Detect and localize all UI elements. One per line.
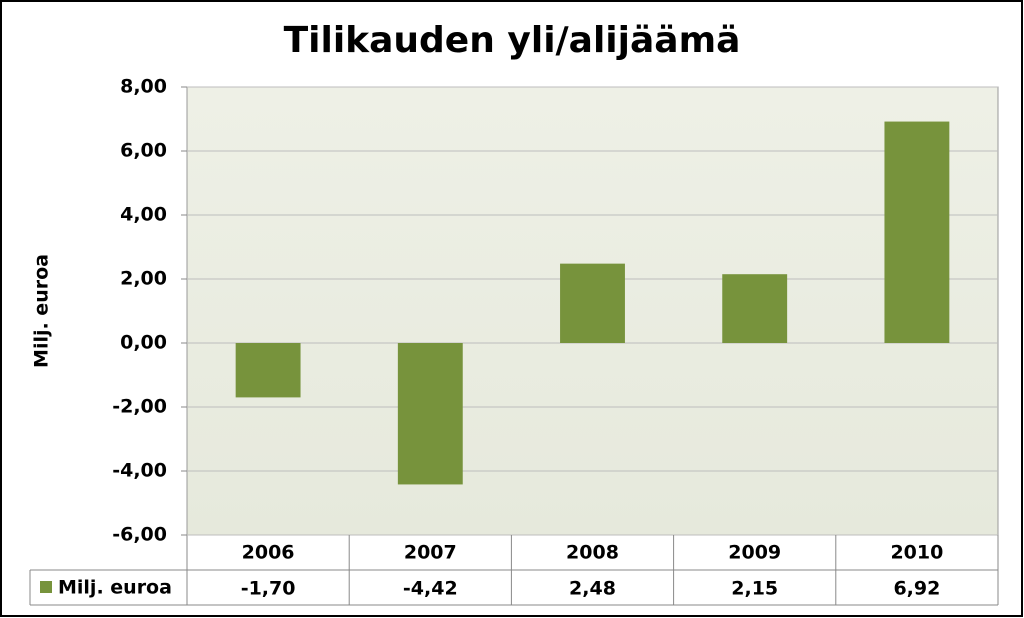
y-tick-label: 0,00: [120, 332, 167, 354]
bar: [397, 343, 463, 485]
y-tick-label: -2,00: [112, 396, 167, 418]
y-tick-label: 6,00: [120, 140, 167, 162]
value-label: 2,48: [569, 578, 616, 600]
bar: [884, 121, 950, 343]
legend-label: Milj. euroa: [58, 577, 172, 599]
x-tick-label: 2009: [728, 542, 781, 564]
bar: [235, 343, 301, 398]
y-tick-label: -6,00: [112, 524, 167, 546]
y-tick-label: 8,00: [120, 76, 167, 98]
bar: [560, 263, 625, 343]
y-tick-label: -4,00: [112, 460, 167, 482]
x-tick-label: 2006: [242, 542, 295, 564]
y-tick-label: 4,00: [120, 204, 167, 226]
bar: [722, 274, 788, 343]
x-tick-label: 2008: [566, 542, 619, 564]
value-label: -4,42: [403, 578, 458, 600]
y-axis-label: Milj. euroa: [31, 254, 53, 368]
value-label: -1,70: [241, 578, 296, 600]
y-tick-label: 2,00: [120, 268, 167, 290]
x-tick-label: 2010: [890, 542, 943, 564]
value-label: 2,15: [731, 578, 778, 600]
chart-title: Tilikauden yli/alijäämä: [284, 20, 741, 61]
legend-swatch: [40, 581, 52, 593]
value-label: 6,92: [893, 578, 940, 600]
x-tick-label: 2007: [404, 542, 457, 564]
